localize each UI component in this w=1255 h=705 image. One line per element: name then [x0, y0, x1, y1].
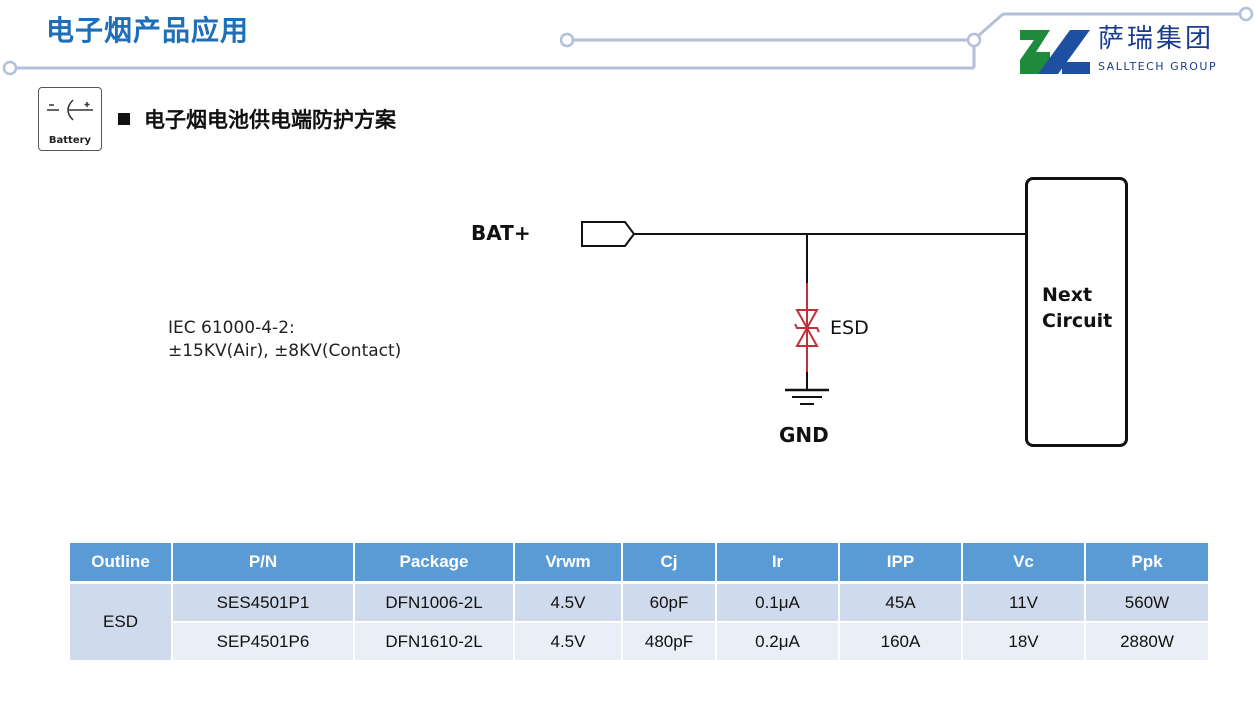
cell-vrwm: 4.5V: [515, 623, 623, 660]
logo-name-en: SALLTECH GROUP: [1098, 60, 1218, 73]
battery-symbol: [47, 99, 93, 121]
cell-package: DFN1610-2L: [355, 623, 515, 660]
header-pn: P/N: [173, 543, 355, 584]
node-circle: [1238, 6, 1254, 22]
node-circle: [966, 32, 982, 48]
battery-label: Battery: [48, 135, 92, 146]
salltech-logo-mark: [1020, 30, 1090, 74]
header-outline: Outline: [70, 543, 173, 584]
header-ppk: Ppk: [1086, 543, 1208, 584]
bat-connector: [581, 221, 636, 247]
bullet-square-icon: [118, 113, 130, 125]
node-circle: [2, 60, 18, 76]
logo-name-cn: 萨瑞集团: [1098, 24, 1215, 54]
section-title: 电子烟电池供电端防护方案: [118, 106, 396, 134]
section-title-text: 电子烟电池供电端防护方案: [144, 108, 396, 132]
cell-pn: SES4501P1: [173, 584, 355, 623]
cell-ipp: 45A: [840, 584, 963, 623]
iec-line1: IEC 61000-4-2:: [168, 318, 295, 338]
iec-standard-text: IEC 61000-4-2: ±15KV(Air), ±8KV(Contact): [168, 317, 401, 363]
header-vrwm: Vrwm: [515, 543, 623, 584]
header-ir: Ir: [717, 543, 840, 584]
cell-ir: 0.1μA: [717, 584, 840, 623]
table-header-row: Outline P/N Package Vrwm Cj Ir IPP Vc Pp…: [70, 543, 1208, 584]
header-cj: Cj: [623, 543, 717, 584]
header-ipp: IPP: [840, 543, 963, 584]
cell-ipp: 160A: [840, 623, 963, 660]
cell-vc: 11V: [963, 584, 1086, 623]
bat-plus-label: BAT+: [471, 221, 531, 245]
next-circuit-line2: Circuit: [1042, 310, 1113, 332]
cell-cj: 60pF: [623, 584, 717, 623]
cell-cj: 480pF: [623, 623, 717, 660]
cell-ir: 0.2μA: [717, 623, 840, 660]
cell-vrwm: 4.5V: [515, 584, 623, 623]
table-row: ESD SES4501P1 DFN1006-2L 4.5V 60pF 0.1μA…: [70, 584, 1208, 660]
cell-package: DFN1006-2L: [355, 584, 515, 623]
battery-icon: Battery: [38, 87, 102, 151]
cell-vc: 18V: [963, 623, 1086, 660]
next-circuit-line1: Next: [1042, 284, 1093, 306]
iec-line2: ±15KV(Air), ±8KV(Contact): [168, 341, 402, 361]
cell-pn: SEP4501P6: [173, 623, 355, 660]
product-table: Outline P/N Package Vrwm Cj Ir IPP Vc Pp…: [70, 543, 1208, 660]
page-title: 电子烟产品应用: [46, 14, 250, 47]
header-vc: Vc: [963, 543, 1086, 584]
next-circuit-label: Next Circuit: [1042, 282, 1112, 334]
esd-diode-symbol: [794, 283, 820, 372]
node-circle: [559, 32, 575, 48]
cell-ppk: 560W: [1086, 584, 1208, 623]
next-circuit-block: Next Circuit: [1025, 177, 1128, 447]
table-row: SEP4501P6 DFN1610-2L 4.5V 480pF 0.2μA 16…: [70, 623, 1208, 660]
circuit-wires: [581, 221, 1025, 405]
cell-ppk: 2880W: [1086, 623, 1208, 660]
gnd-label: GND: [779, 423, 829, 447]
cell-outline: ESD: [70, 584, 173, 660]
header-package: Package: [355, 543, 515, 584]
esd-label: ESD: [830, 317, 869, 339]
